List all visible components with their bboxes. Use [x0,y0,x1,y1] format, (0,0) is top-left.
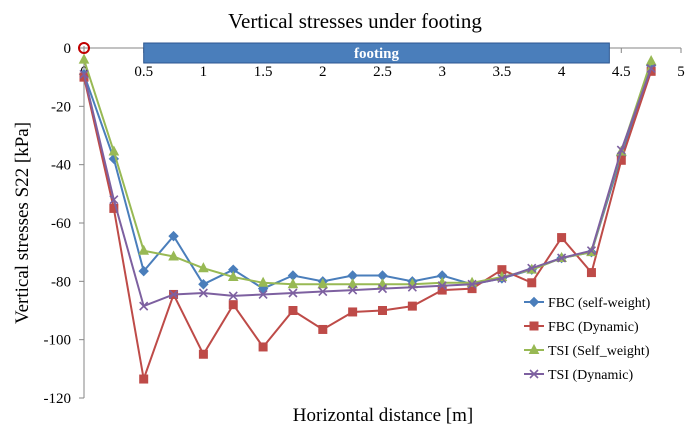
data-point [138,244,150,255]
data-point [139,374,149,384]
x-tick-label: 1.5 [254,64,273,80]
legend: FBC (self-weight) FBC (Dynamic) TSI (Self_… [524,296,651,383]
x-tick-label: 0.5 [134,64,153,80]
x-tick-label: 3 [438,64,446,80]
data-point [318,324,328,334]
y-tick-label: -80 [51,274,71,290]
legend-item: TSI (Self_weight) [524,343,650,359]
data-point [108,145,120,156]
series-1 [78,60,657,294]
data-point [228,291,238,301]
data-point [557,253,567,263]
x-tick-label: 4.5 [612,64,631,80]
legend-item: TSI (Dynamic) [524,368,633,383]
y-tick-label: -20 [51,99,71,115]
data-point [228,300,238,310]
data-point [528,343,540,354]
x-axis-title: Horizontal distance [m] [293,405,473,426]
footing-label: footing [354,46,400,62]
data-point [317,278,329,289]
legend-label: TSI (Dynamic) [548,368,633,383]
data-point [198,279,209,290]
data-point [497,273,507,283]
y-tick-label: 0 [64,41,72,57]
data-point [557,233,567,243]
data-point [168,230,179,242]
y-tick-label: -120 [44,391,72,407]
data-point [198,262,209,273]
data-point [437,285,447,295]
legend-label: FBC (Dynamic) [548,320,639,335]
legend-label: TSI (Self_weight) [548,344,650,359]
data-point [407,282,417,292]
data-point [78,53,90,64]
x-tick-label: 2.5 [373,64,392,80]
data-point [646,63,656,73]
plot-area: 0-20-40-60-80-100-12000.511.522.533.544.… [44,41,685,407]
x-tick-label: 4 [558,64,566,80]
series-2 [79,66,656,384]
x-tick-label: 5 [677,64,685,80]
legend-item: FBC (self-weight) [524,296,651,311]
data-point [528,296,540,308]
y-tick-label: -100 [44,333,72,349]
data-point [348,307,358,317]
data-point [529,321,539,331]
chart-title: Vertical stresses under footing [228,9,482,33]
series-line [83,70,653,383]
data-point [467,279,477,289]
series-line [83,59,653,286]
data-point [437,281,447,291]
data-point [258,289,268,300]
footing-rect [143,42,610,64]
data-point [527,263,537,273]
x-tick-label: 2 [319,64,327,80]
data-point [109,203,119,213]
data-point [378,306,387,315]
data-point [527,278,537,288]
data-point [198,349,208,359]
data-point [288,288,298,298]
y-axis-title: Vertical stresses S22 [kPa] [12,122,33,324]
data-point [287,278,299,289]
data-point [258,342,268,352]
series-3 [78,53,657,289]
data-point [318,286,328,297]
y-tick-label: -60 [51,216,71,232]
data-point [586,246,597,256]
data-point [616,145,626,155]
data-point [407,301,417,311]
data-point [198,288,208,298]
data-point [288,306,298,315]
data-point [79,69,89,79]
data-point [348,285,358,295]
data-point [138,265,149,277]
series-4 [79,63,656,311]
data-point [168,289,179,300]
data-point [139,301,149,311]
series-line [83,68,653,308]
origin-marker [78,42,90,54]
x-tick-label: 1 [200,64,208,80]
data-point [377,284,388,294]
legend-item: FBC (Dynamic) [524,320,639,335]
data-point [347,278,358,289]
data-point [257,276,269,287]
x-tick-label: 3.5 [493,64,512,80]
footing-bar: footing [143,42,610,64]
data-point [227,270,239,281]
data-point [168,250,179,261]
data-point [586,268,596,278]
data-point [529,369,539,379]
data-point [645,55,657,66]
legend-label: FBC (self-weight) [548,296,651,311]
y-tick-label: -40 [51,158,71,174]
data-point [109,195,119,205]
